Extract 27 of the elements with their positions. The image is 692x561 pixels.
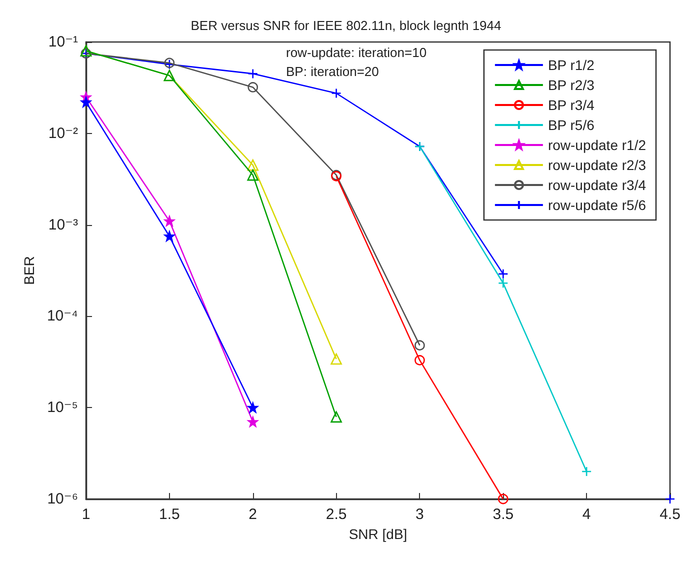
- legend-label: BP r2/3: [548, 77, 595, 93]
- annotation: row-update: iteration=10: [286, 45, 427, 60]
- y-axis-title: BER: [21, 256, 37, 285]
- y-tick-label: 10⁻³: [48, 216, 78, 234]
- x-tick-label: 4.5: [660, 506, 680, 523]
- y-tick-label: 10⁻⁴: [46, 308, 78, 325]
- x-tick-label: 3: [416, 506, 424, 523]
- x-tick-label: 3.5: [492, 506, 514, 523]
- x-tick-label: 2: [248, 506, 258, 523]
- x-tick-label: 1: [82, 506, 90, 523]
- legend-label: BP r1/2: [548, 57, 595, 73]
- x-tick-label: 4: [582, 506, 591, 523]
- y-tick-label: 10⁻⁶: [47, 490, 78, 508]
- legend-label: row-update r5/6: [548, 197, 646, 213]
- x-tick-label: 2.5: [326, 506, 347, 523]
- legend-label: BP r5/6: [548, 117, 595, 133]
- x-axis-title: SNR [dB]: [348, 526, 408, 542]
- y-tick-label: 10⁻⁵: [47, 399, 78, 416]
- x-tick-label: 1.5: [159, 506, 180, 523]
- legend-label: BP r3/4: [548, 97, 595, 113]
- y-tick-label: 10⁻¹: [48, 34, 78, 50]
- legend-label: row-update r1/2: [548, 137, 646, 153]
- annotation: BP: iteration=20: [286, 64, 379, 79]
- y-tick-label: 10⁻²: [48, 124, 78, 142]
- legend-label: row-update r3/4: [548, 177, 646, 193]
- legend-label: row-update r2/3: [548, 157, 646, 173]
- chart-title: BER versus SNR for IEEE 802.11n, block legnth 1944: [190, 18, 502, 33]
